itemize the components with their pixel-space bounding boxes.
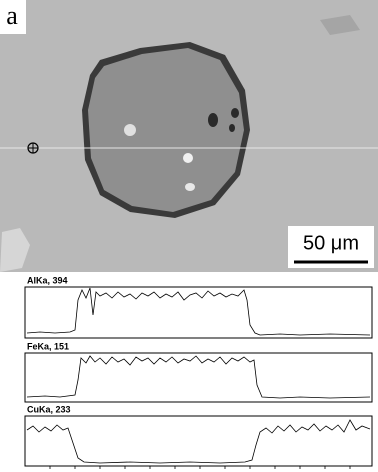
- profile-label: CuKa, 233: [27, 404, 71, 414]
- sem-image: [0, 0, 378, 272]
- profile-line: [26, 419, 371, 464]
- panel-label-bg: [0, 0, 26, 34]
- panel-label: a: [6, 1, 18, 30]
- profile-label: AlKa, 394: [27, 275, 68, 285]
- profile-frame: [24, 415, 373, 467]
- profile-line: [26, 287, 371, 336]
- profile-label: FeKa, 151: [27, 341, 69, 351]
- scale-bar-label: 50 μm: [303, 232, 359, 254]
- frame-ticks: [49, 466, 351, 469]
- profile-line: [26, 355, 371, 399]
- profile-frame: [24, 352, 373, 403]
